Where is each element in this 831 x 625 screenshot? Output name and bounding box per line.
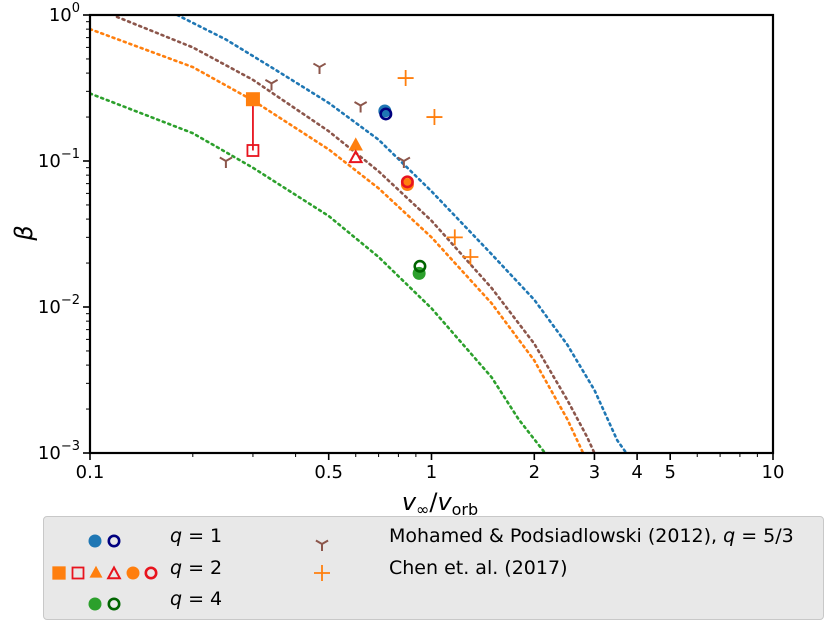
data-point-12-3 (446, 229, 463, 246)
x-tick-label-1: 0.1 (76, 462, 105, 483)
model-curves (90, 15, 628, 453)
data-point-6-1 (348, 149, 364, 164)
data-point-12-1 (397, 70, 414, 87)
chart-markers (219, 62, 479, 280)
legend-label-q2: q = 2 (170, 557, 223, 579)
x-tick-label-5: 3 (589, 462, 600, 483)
y-tick-label-4: 10−3 (38, 439, 80, 464)
data-point-8-1 (400, 175, 414, 189)
legend-marker-q2-triangle-filled (89, 565, 103, 578)
plot-frame (88, 13, 775, 455)
x-tick-label-7: 5 (664, 462, 675, 483)
x-tick-label-8: 10 (762, 462, 785, 483)
y-tick-label-1: 100 (49, 1, 80, 26)
model-curve-3 (90, 27, 585, 453)
y-tick-label-3: 10−2 (38, 293, 80, 318)
legend-marker-row-1 (52, 534, 158, 611)
data-point-11-5 (397, 156, 411, 168)
chart-curves (90, 15, 628, 453)
data-point-12-2 (426, 109, 443, 126)
model-curve-2 (115, 15, 596, 453)
data-point-11-4 (354, 101, 368, 113)
legend-marker-q4-open (107, 597, 121, 611)
data-point-7-1 (400, 178, 414, 192)
legend-marker-mohamed (315, 539, 329, 551)
data-point-11-1 (219, 156, 233, 168)
data-point-10-1 (413, 259, 427, 273)
legend: q = 1 q = 2 q = 4 Mohamed & Podsiadlowsk… (43, 516, 824, 620)
legend-label-q4: q = 4 (170, 588, 223, 610)
y-tick-label-2: 10−1 (38, 147, 80, 172)
model-curve-4 (90, 92, 547, 453)
data-point-11-2 (264, 79, 279, 91)
legend-marker-q2-square-filled (52, 566, 66, 580)
x-axis-label: v∞/vorb (402, 488, 478, 519)
legend-marker-q2-square-open (71, 566, 85, 580)
legend-marker-q1-filled (88, 534, 102, 548)
legend-marker-chen (314, 565, 330, 581)
legend-marker-q2-triangle-open (106, 565, 122, 580)
data-point-4-1 (246, 144, 260, 157)
data-point-2-1 (379, 107, 393, 121)
legend-reference-markers (314, 539, 330, 581)
legend-marker-q4-filled (88, 597, 102, 611)
chart-axes: 0.1 0.5 1 2 3 4 5 10 100 10−1 10−2 10−3 (38, 1, 785, 483)
y-axis-label: β (10, 225, 38, 241)
model-curve-1 (175, 15, 628, 453)
x-tick-label-3: 1 (426, 462, 437, 483)
legend-label-q1: q = 1 (170, 525, 223, 547)
legend-marker-q1-open (107, 534, 121, 548)
x-tick-label-6: 4 (631, 462, 642, 483)
data-point-11-3 (312, 62, 327, 75)
x-tick-label-2: 0.5 (314, 462, 343, 483)
legend-label-chen: Chen et. al. (2017) (389, 557, 568, 579)
legend-marker-q2-circle-filled (126, 566, 140, 580)
legend-label-mohamed: Mohamed & Podsiadlowski (2012), q = 5/3 (389, 525, 794, 547)
data-point-3-1 (245, 92, 260, 107)
data-point-5-1 (348, 137, 363, 151)
x-tick-label-4: 2 (529, 462, 540, 483)
data-point-12-4 (462, 249, 479, 266)
legend-marker-q2-circle-open (144, 566, 158, 580)
